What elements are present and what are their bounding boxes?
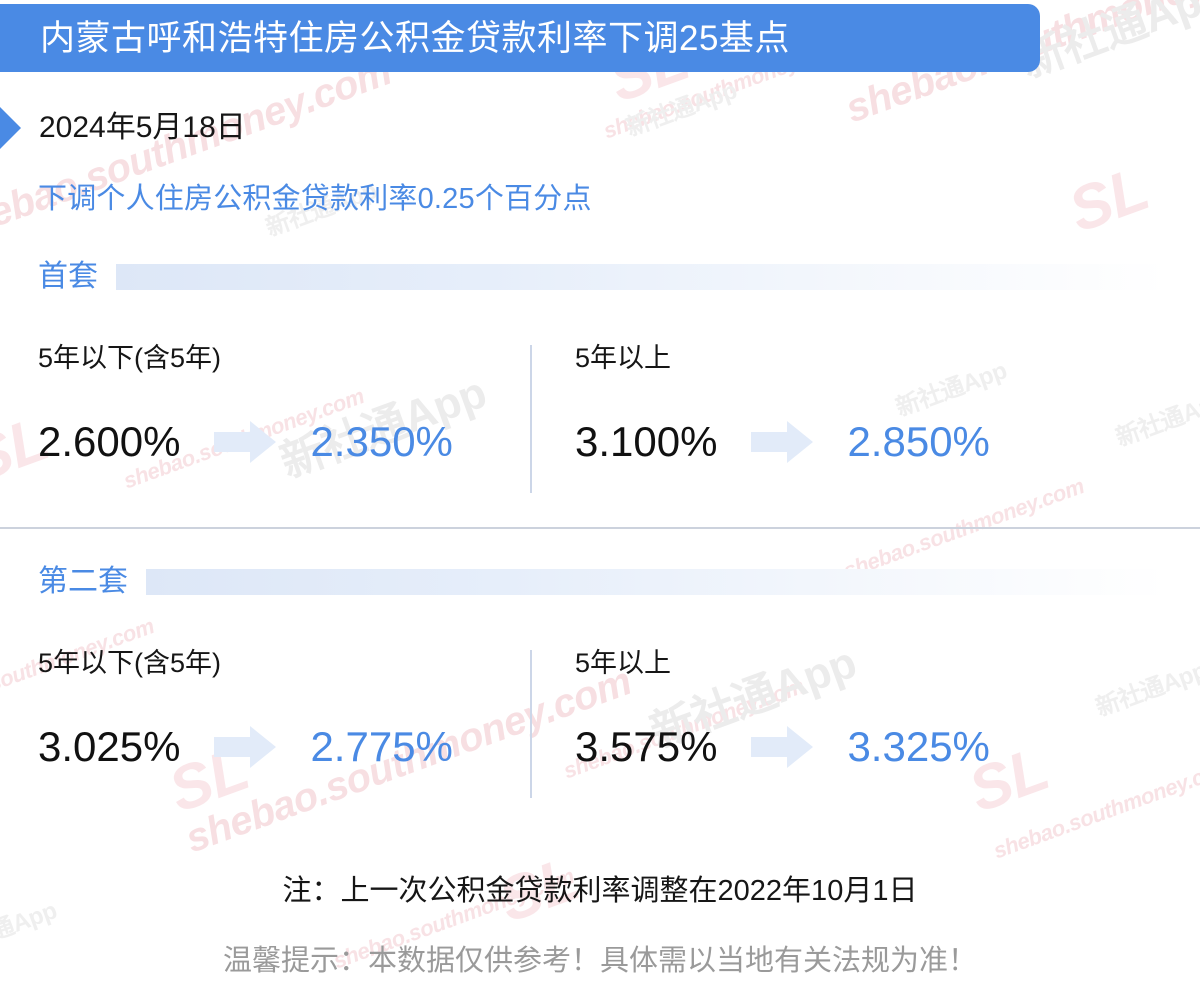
section-divider [0, 527, 1200, 529]
page-title: 内蒙古呼和浩特住房公积金贷款利率下调25基点 [40, 18, 790, 58]
triangle-right-icon [0, 107, 21, 149]
date-row: 2024年5月18日 [0, 104, 246, 152]
new-rate-value: 2.850% [847, 418, 990, 465]
old-rate-value: 2.600% [38, 418, 181, 465]
arrow-right-icon [751, 421, 814, 463]
rate-change-row: 2.600% 2.350% [38, 416, 530, 468]
rate-cell: 5年以上 3.575% 3.325% [530, 650, 1200, 773]
disclaimer: 温馨提示：本数据仅供参考！具体需以当地有关法规为准！ [222, 945, 977, 977]
rate-cell: 5年以下(含5年) 3.025% 2.775% [0, 650, 530, 773]
old-rate-value: 3.025% [38, 723, 181, 770]
section-header-first-home: 首套 [38, 262, 1168, 292]
new-rate-value: 2.350% [310, 418, 453, 465]
effective-date: 2024年5月18日 [39, 111, 246, 144]
page-subtitle: 下调个人住房公积金贷款利率0.25个百分点 [38, 183, 592, 215]
new-rate-value: 2.775% [310, 723, 453, 770]
old-rate-value: 3.100% [575, 418, 718, 465]
new-rate-value: 3.325% [847, 723, 990, 770]
rate-change-row: 3.025% 2.775% [38, 721, 530, 773]
arrow-right-icon [214, 421, 277, 463]
footnote: 注：上一次公积金贷款利率调整在2022年10月1日 [282, 875, 918, 907]
rate-period-label: 5年以上 [575, 648, 672, 678]
section-accent-bar [146, 569, 1168, 595]
rate-period-label: 5年以上 [575, 343, 672, 373]
rate-cell: 5年以下(含5年) 2.600% 2.350% [0, 345, 530, 468]
old-rate-value: 3.575% [575, 723, 718, 770]
rate-block-first-home: 5年以下(含5年) 2.600% 2.350% 5年以上 3.100% [0, 345, 1200, 493]
column-divider [530, 650, 532, 798]
arrow-right-icon [751, 726, 814, 768]
section-label: 第二套 [38, 565, 128, 598]
section-accent-bar [116, 264, 1168, 290]
rate-block-second-home: 5年以下(含5年) 3.025% 2.775% 5年以上 3.575% [0, 650, 1200, 798]
rate-period-label: 5年以下(含5年) [38, 648, 222, 678]
section-header-second-home: 第二套 [38, 567, 1168, 597]
arrow-right-icon [214, 726, 277, 768]
rate-cell: 5年以上 3.100% 2.850% [530, 345, 1200, 468]
section-label: 首套 [38, 260, 98, 293]
rate-period-label: 5年以下(含5年) [38, 343, 222, 373]
column-divider [530, 345, 532, 493]
rate-change-row: 3.100% 2.850% [575, 416, 1200, 468]
title-bar: 内蒙古呼和浩特住房公积金贷款利率下调25基点 [0, 4, 1040, 72]
rate-change-row: 3.575% 3.325% [575, 721, 1200, 773]
